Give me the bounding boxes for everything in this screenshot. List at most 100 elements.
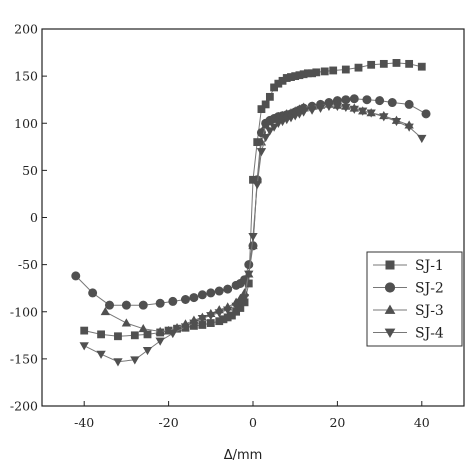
data-point [130, 331, 139, 340]
data-point [121, 300, 131, 310]
y-tick-label: 100 [14, 116, 38, 131]
data-point [256, 148, 267, 157]
data-point [197, 314, 208, 324]
data-point [349, 94, 359, 104]
series-layer [71, 59, 431, 367]
data-point [130, 356, 140, 365]
data-point [404, 99, 414, 109]
data-point [79, 342, 89, 351]
data-point [80, 326, 89, 335]
data-point [341, 103, 351, 112]
data-point [404, 123, 414, 132]
data-point [114, 332, 122, 341]
data-point [206, 312, 216, 321]
data-point [214, 286, 224, 296]
data-point [231, 302, 241, 311]
data-point [155, 326, 165, 335]
y-tick-label: 50 [22, 163, 38, 178]
y-tick-label: 200 [14, 22, 38, 37]
data-point [105, 300, 115, 310]
data-point [391, 117, 402, 127]
legend: SJ-1 SJ-2 SJ-3 SJ-4 [366, 251, 463, 347]
legend-item: SJ-2 [373, 281, 444, 297]
data-point [315, 104, 326, 113]
data-point [362, 95, 372, 105]
x-tick-label: 0 [249, 415, 257, 430]
data-point [320, 67, 329, 76]
y-tick-label: -200 [10, 399, 38, 414]
data-point [88, 288, 98, 298]
y-tick-label: -150 [10, 351, 38, 366]
data-point [138, 300, 148, 310]
data-point [180, 294, 190, 304]
data-point [261, 133, 271, 143]
data-point [113, 358, 123, 367]
data-point [387, 98, 397, 108]
y-tick-label: -50 [18, 257, 38, 272]
data-point [155, 337, 165, 346]
data-point [269, 123, 279, 132]
data-point [71, 271, 81, 281]
data-point [121, 318, 132, 327]
data-point [248, 241, 258, 250]
legend-box [366, 251, 463, 347]
data-point [379, 113, 389, 122]
legend-item: SJ-3 [373, 303, 444, 319]
data-point [138, 323, 148, 333]
data-point [252, 181, 262, 190]
data-point [239, 294, 250, 303]
y-tick-label: -100 [10, 304, 38, 319]
data-point [189, 319, 199, 328]
data-point [197, 290, 207, 300]
x-tick-label: -20 [159, 415, 179, 430]
legend-label: SJ-3 [415, 303, 444, 319]
legend-item: SJ-1 [373, 258, 444, 274]
data-point [244, 270, 254, 279]
data-point [379, 59, 388, 68]
plot-frame [41, 28, 465, 407]
series-sj-3 [100, 99, 414, 335]
data-point [392, 59, 401, 67]
data-point [307, 106, 317, 115]
data-point [358, 107, 368, 116]
data-point [375, 96, 385, 106]
legend-marker [385, 260, 395, 270]
data-point [244, 260, 254, 270]
legend-marker [384, 304, 396, 314]
data-point [96, 350, 106, 359]
data-point [189, 293, 199, 303]
data-point [261, 100, 270, 109]
data-point [180, 323, 191, 332]
data-point [332, 102, 343, 112]
x-tick-label: 40 [414, 415, 430, 430]
data-point [324, 102, 334, 112]
data-point [421, 109, 431, 119]
data-point [223, 284, 233, 294]
series-sj-4 [79, 102, 427, 367]
data-point [142, 346, 153, 356]
data-point [206, 288, 216, 298]
data-point [366, 109, 376, 118]
legend-item: SJ-4 [373, 326, 444, 342]
y-tick-label: 0 [30, 210, 38, 225]
data-point [367, 60, 376, 69]
data-point [257, 105, 266, 114]
y-tick-label: 150 [14, 69, 38, 84]
x-tick-label: -40 [74, 415, 94, 430]
data-point [100, 307, 110, 316]
data-point [417, 62, 426, 71]
data-point [329, 66, 338, 75]
data-point [417, 134, 427, 144]
data-point [206, 319, 215, 327]
legend-marker [384, 282, 396, 293]
data-point [214, 309, 224, 318]
legend-label: SJ-2 [415, 281, 444, 297]
data-point [265, 92, 274, 101]
x-tick-label: 20 [329, 415, 345, 430]
data-point [298, 108, 309, 117]
data-point [168, 296, 178, 306]
data-point [223, 306, 233, 315]
